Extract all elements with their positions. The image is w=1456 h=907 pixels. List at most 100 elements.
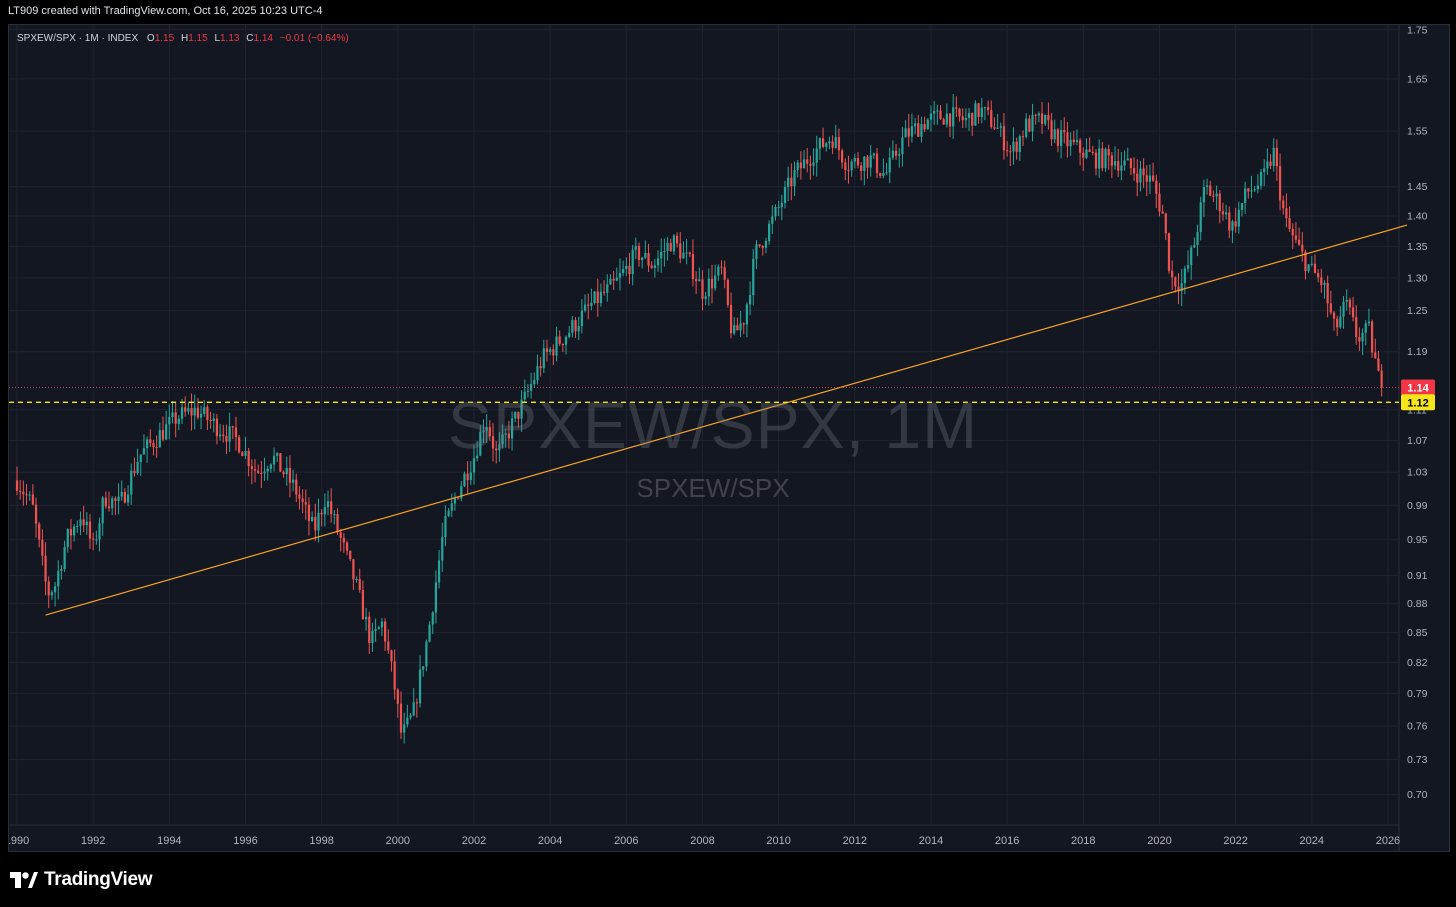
candle-body[interactable]: [707, 278, 710, 297]
candle-body[interactable]: [457, 498, 460, 500]
candle-body[interactable]: [967, 113, 971, 118]
candle-body[interactable]: [152, 443, 155, 447]
candle-body[interactable]: [958, 108, 961, 117]
candle-body[interactable]: [279, 453, 282, 472]
candle-body[interactable]: [222, 434, 225, 437]
candle-body[interactable]: [796, 162, 799, 171]
candle-body[interactable]: [812, 162, 815, 166]
candle-body[interactable]: [1345, 299, 1348, 302]
candle-body[interactable]: [495, 448, 498, 451]
candle-body[interactable]: [948, 113, 952, 127]
candle-body[interactable]: [107, 506, 111, 509]
candle-body[interactable]: [453, 498, 457, 504]
candle-body[interactable]: [291, 479, 295, 483]
candle-body[interactable]: [314, 516, 317, 531]
candle-body[interactable]: [701, 279, 704, 299]
candle-body[interactable]: [831, 141, 834, 148]
candle-body[interactable]: [828, 141, 831, 144]
candle-body[interactable]: [104, 497, 107, 507]
candle-body[interactable]: [1066, 132, 1069, 147]
candle-body[interactable]: [358, 578, 361, 590]
candle-body[interactable]: [98, 523, 101, 540]
candle-body[interactable]: [736, 325, 739, 331]
candle-body[interactable]: [755, 244, 758, 259]
candle-body[interactable]: [1006, 150, 1009, 152]
candle-body[interactable]: [1161, 211, 1164, 214]
candle-body[interactable]: [1317, 273, 1320, 278]
candle-body[interactable]: [894, 150, 898, 156]
candle-body[interactable]: [739, 323, 742, 331]
trendline[interactable]: [45, 224, 1408, 616]
candle-body[interactable]: [612, 278, 615, 281]
candle-body[interactable]: [19, 490, 22, 492]
candle-body[interactable]: [850, 161, 853, 171]
candle-body[interactable]: [479, 431, 482, 456]
candle-body[interactable]: [1098, 148, 1101, 169]
candle-body[interactable]: [311, 516, 314, 521]
candle-body[interactable]: [1034, 114, 1037, 116]
candle-body[interactable]: [180, 407, 184, 419]
candle-body[interactable]: [434, 582, 438, 613]
candle-body[interactable]: [520, 399, 523, 419]
candle-body[interactable]: [666, 242, 669, 251]
candle-body[interactable]: [558, 336, 561, 345]
candle-body[interactable]: [387, 641, 390, 651]
candle-body[interactable]: [190, 408, 193, 416]
candle-body[interactable]: [1009, 151, 1012, 153]
candle-body[interactable]: [609, 278, 612, 285]
candle-body[interactable]: [399, 703, 403, 733]
candle-body[interactable]: [745, 304, 749, 325]
candle-body[interactable]: [476, 455, 479, 459]
candle-body[interactable]: [939, 110, 942, 120]
candle-body[interactable]: [501, 434, 504, 445]
candle-body[interactable]: [647, 253, 650, 266]
candle-body[interactable]: [488, 426, 491, 437]
candle-body[interactable]: [936, 110, 939, 112]
candle-body[interactable]: [418, 669, 422, 704]
candle-body[interactable]: [1063, 129, 1066, 133]
candle-body[interactable]: [1044, 115, 1047, 124]
candle-body[interactable]: [1069, 139, 1072, 147]
candle-body[interactable]: [539, 366, 542, 369]
candle-body[interactable]: [50, 592, 54, 596]
candle-body[interactable]: [1266, 161, 1269, 169]
candle-body[interactable]: [752, 258, 755, 296]
candle-body[interactable]: [856, 157, 860, 166]
candle-body[interactable]: [174, 412, 177, 424]
candle-body[interactable]: [498, 444, 501, 451]
candle-body[interactable]: [364, 616, 368, 620]
candle-body[interactable]: [412, 702, 415, 716]
candle-body[interactable]: [1047, 115, 1050, 121]
candle-body[interactable]: [920, 124, 923, 137]
candle-body[interactable]: [1196, 232, 1199, 245]
candle-body[interactable]: [999, 126, 1002, 128]
candle-body[interactable]: [117, 496, 120, 501]
candle-body[interactable]: [320, 512, 323, 515]
candle-body[interactable]: [76, 525, 79, 527]
candle-body[interactable]: [1218, 193, 1221, 212]
candle-body[interactable]: [406, 717, 409, 725]
candle-body[interactable]: [1104, 148, 1107, 169]
candle-body[interactable]: [463, 473, 466, 487]
candle-body[interactable]: [482, 430, 485, 432]
candle-body[interactable]: [1212, 195, 1215, 197]
candle-body[interactable]: [596, 291, 599, 304]
candle-body[interactable]: [1250, 190, 1253, 192]
candle-body[interactable]: [1294, 235, 1298, 240]
candle-body[interactable]: [634, 246, 637, 250]
candle-body[interactable]: [60, 569, 63, 572]
candle-body[interactable]: [986, 107, 990, 111]
candle-body[interactable]: [1145, 175, 1148, 182]
candle-body[interactable]: [1367, 321, 1371, 324]
candle-body[interactable]: [964, 117, 967, 121]
candle-body[interactable]: [1374, 352, 1377, 359]
candle-body[interactable]: [637, 246, 641, 260]
candle-body[interactable]: [644, 253, 647, 258]
candle-body[interactable]: [349, 550, 352, 560]
candle-body[interactable]: [618, 272, 622, 278]
candle-body[interactable]: [203, 407, 206, 414]
candle-body[interactable]: [1358, 337, 1361, 342]
candle-body[interactable]: [929, 113, 933, 120]
candle-body[interactable]: [393, 661, 396, 690]
candle-body[interactable]: [1370, 321, 1374, 353]
